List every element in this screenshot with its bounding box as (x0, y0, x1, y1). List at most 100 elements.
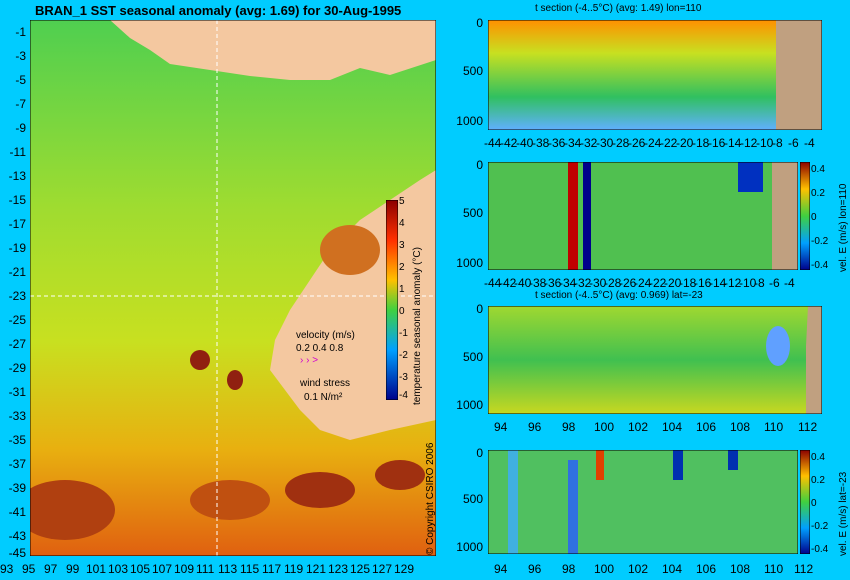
y-tick-label: 1000 (456, 540, 483, 554)
lat-tick-label: -23 (8, 289, 26, 303)
x-tick-label: -36 (544, 276, 562, 290)
colorbar-tick-label: -1 (399, 328, 408, 339)
main-map (30, 20, 436, 556)
panel2-colorbar (800, 162, 810, 270)
lat-tick-label: -37 (8, 457, 26, 471)
x-tick-label: -14 (724, 136, 742, 150)
lon-tick-label: 115 (240, 562, 260, 576)
panel1-y-ticks: 0 500 1000 (455, 16, 485, 131)
panel4-colorbar-label: vel. E (m/s) lat=-23 (838, 471, 849, 556)
lon-tick-label: 95 (22, 562, 36, 576)
x-tick-label: 112 (798, 420, 818, 434)
lat-tick-label: -33 (8, 409, 26, 423)
y-tick-label: 500 (462, 350, 483, 364)
x-tick-label: -34 (559, 276, 577, 290)
x-tick-label: -20 (676, 136, 694, 150)
x-tick-label: -8 (754, 276, 765, 290)
sst-colorbar-label: temperature seasonal anomaly (°C) (412, 247, 423, 405)
lat-tick-label: -29 (8, 361, 26, 375)
colorbar-tick-label: 2 (399, 262, 405, 273)
lat-tick-label: -25 (8, 313, 26, 327)
x-tick-label: -20 (664, 276, 682, 290)
sst-colorbar-ticks: 5 4 3 2 1 0 -1 -2 -3 -4 (399, 196, 419, 406)
x-tick-label: -26 (619, 276, 637, 290)
x-tick-label: -38 (529, 276, 547, 290)
panel3-title: t section (-4..5°C) (avg: 0.969) lat=-23 (535, 290, 703, 301)
lon-tick-label: 105 (130, 562, 151, 576)
colorbar-tick-label: 3 (399, 240, 405, 251)
lat-tick-label: -9 (15, 121, 26, 135)
panel4-y-ticks: 0 500 1000 (455, 446, 485, 561)
y-tick-label: 1000 (456, 398, 483, 412)
velocity-legend: velocity (m/s) 0.2 0.4 0.8 › › > wind st… (292, 330, 382, 410)
panel4-plot (488, 450, 798, 554)
panel4-colorbar (800, 450, 810, 554)
y-tick-label: 0 (476, 16, 483, 30)
colorbar-tick-label: 0 (811, 212, 817, 223)
lat-tick-label: -21 (8, 265, 26, 279)
velocity-legend-scale: 0.2 0.4 0.8 (296, 343, 344, 354)
x-tick-label: 110 (764, 562, 784, 576)
colorbar-tick-label: 4 (399, 218, 405, 229)
x-tick-label: 96 (528, 562, 542, 576)
colorbar-tick-label: -0.4 (811, 544, 829, 555)
colorbar-tick-label: 0.2 (811, 475, 825, 486)
panel2-x-ticks: -44 -42 -40 -38 -36 -34 -32 -30 -28 -26 … (484, 276, 834, 292)
lat-tick-label: -35 (8, 433, 26, 447)
lat-tick-label: -43 (8, 529, 26, 543)
y-tick-label: 1000 (456, 114, 483, 128)
panel1-plot (488, 20, 822, 130)
colorbar-tick-label: 1 (399, 284, 405, 295)
lon-tick-label: 123 (328, 562, 349, 576)
copyright-notice: © Copyright CSIRO 2006 (425, 442, 436, 555)
colorbar-tick-label: 5 (399, 196, 405, 207)
panel2-y-ticks: 0 500 1000 (455, 158, 485, 273)
colorbar-tick-label: -0.2 (811, 236, 829, 247)
x-tick-label: -18 (692, 136, 710, 150)
colorbar-tick-label: 0 (399, 306, 405, 317)
x-tick-label: -36 (548, 136, 566, 150)
lon-tick-label: 101 (86, 562, 107, 576)
lon-tick-label: 121 (306, 562, 327, 576)
colorbar-tick-label: -0.2 (811, 521, 829, 532)
lon-tick-label: 117 (262, 562, 282, 576)
y-tick-label: 0 (476, 158, 483, 172)
lon-tick-label: 93 (0, 562, 14, 576)
velocity-legend-title: velocity (m/s) (296, 330, 355, 341)
x-tick-label: -28 (612, 136, 630, 150)
x-tick-label: -6 (788, 136, 799, 150)
x-tick-label: -32 (580, 136, 598, 150)
panel1-title: t section (-4..5°C) (avg: 1.49) lon=110 (535, 3, 702, 14)
x-tick-label: -30 (596, 136, 614, 150)
y-tick-label: 500 (462, 206, 483, 220)
x-tick-label: -40 (514, 276, 532, 290)
y-tick-label: 500 (462, 492, 483, 506)
x-tick-label: 100 (594, 562, 615, 576)
lat-tick-label: -45 (8, 546, 26, 560)
warm-anomaly-patches (30, 225, 425, 540)
panel2-plot (488, 162, 798, 270)
panel2-colorbar-ticks: 0.4 0.2 0 -0.2 -0.4 (811, 164, 841, 274)
x-tick-label: -12 (724, 276, 742, 290)
x-tick-label: -24 (644, 136, 662, 150)
x-tick-label: -6 (769, 276, 780, 290)
lat-tick-label: -1 (15, 25, 26, 39)
y-tick-label: 500 (462, 64, 483, 78)
x-tick-label: -24 (634, 276, 652, 290)
colorbar-tick-label: -0.4 (811, 260, 829, 271)
x-tick-label: -10 (739, 276, 757, 290)
lon-tick-label: 99 (66, 562, 80, 576)
panel3-x-ticks: 94 96 98 100 102 104 106 108 110 112 (494, 420, 834, 436)
lat-tick-label: -5 (15, 73, 26, 87)
x-tick-label: 104 (662, 562, 683, 576)
x-tick-label: -28 (604, 276, 622, 290)
lat-tick-label: -27 (8, 337, 26, 351)
x-tick-label: -42 (499, 276, 517, 290)
lon-tick-label: 97 (44, 562, 58, 576)
x-tick-label: -34 (564, 136, 582, 150)
panel2-colorbar-label: vel. E (m/s) lon=110 (838, 183, 849, 272)
lon-tick-label: 107 (152, 562, 173, 576)
lat-tick-label: -17 (8, 217, 26, 231)
x-tick-label: -14 (709, 276, 727, 290)
lon-tick-label: 111 (196, 562, 215, 576)
